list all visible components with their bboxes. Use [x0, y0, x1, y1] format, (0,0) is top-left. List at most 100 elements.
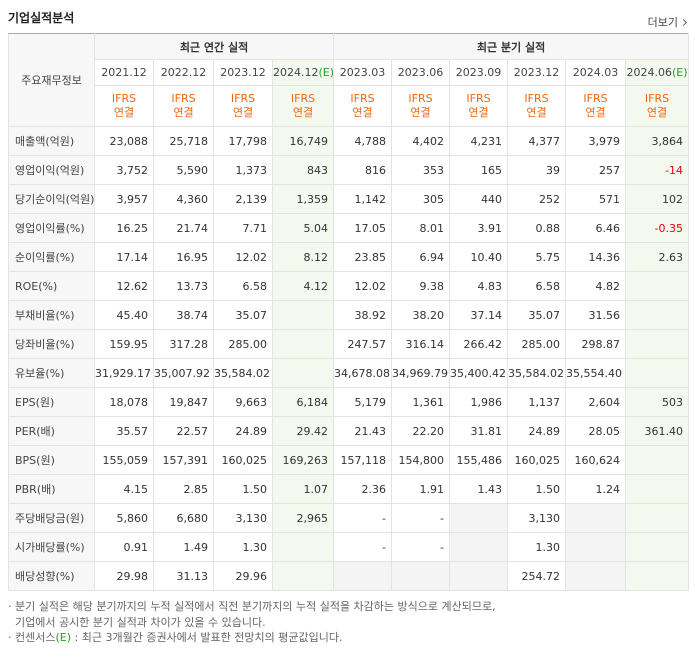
value-cell: 298.87	[565, 329, 627, 359]
empty-cell	[625, 561, 690, 591]
row-label: 매출액(억원)	[8, 126, 95, 156]
value-cell: 35,584.02	[507, 358, 567, 388]
value-cell: 257	[565, 155, 627, 185]
row-label: 당기순이익(억원)	[8, 184, 95, 214]
row-label: PBR(배)	[8, 474, 95, 504]
data-row: 시가배당률(%) 0.91 1.49 1.30- -1.30	[8, 532, 690, 562]
value-cell: 159.95	[94, 329, 154, 359]
value-cell: 38.74	[153, 300, 214, 330]
row-label: PER(배)	[8, 416, 95, 446]
value-cell: 37.14	[449, 300, 509, 330]
value-cell: 21.43	[333, 416, 393, 446]
column-standard: IFRS 연결	[333, 85, 393, 127]
standard: IFRS	[466, 92, 491, 105]
data-row: 순이익률(%) 17.14 16.95 12.02 8.12 23.85 6.94 10.40…	[8, 242, 690, 272]
date: 2024.12	[273, 66, 319, 79]
column-date: 2023.12	[507, 59, 567, 86]
value-cell: 8.01	[391, 213, 451, 243]
empty-cell	[625, 503, 690, 533]
empty-cell	[625, 474, 690, 504]
value-cell: 14.36	[565, 242, 627, 272]
empty-cell	[271, 358, 335, 388]
value-cell: 440	[449, 184, 509, 214]
value-cell: 316.14	[391, 329, 451, 359]
note-text: · 컨센서스	[8, 631, 56, 644]
column-date: 2024.12(E)	[271, 59, 335, 86]
value-cell: 160,025	[213, 445, 273, 475]
estimate-mark: (E)	[672, 66, 688, 79]
value-cell: 6.94	[391, 242, 451, 272]
value-cell: 102	[625, 184, 690, 214]
value-cell: 12.62	[94, 271, 154, 301]
standard: IFRS	[350, 92, 375, 105]
data-row: 배당성향(%) 29.98 31.13 29.96 254.72	[8, 561, 690, 591]
row-label: 부채비율(%)	[8, 300, 95, 330]
value-cell: 843	[271, 155, 335, 185]
data-row: 주당배당금(원) 5,860 6,680 3,130 2,965- -3,130	[8, 503, 690, 533]
value-cell: 1.49	[153, 532, 214, 562]
more-link[interactable]: 더보기	[648, 14, 686, 30]
value-cell: 160,025	[507, 445, 567, 475]
standard: IFRS	[408, 92, 433, 105]
value-cell: 45.40	[94, 300, 154, 330]
value-cell: 1,142	[333, 184, 393, 214]
value-cell: 252	[507, 184, 567, 214]
basis: 연결	[526, 106, 547, 119]
data-row: BPS(원) 155,059 157,391 160,025 169,263 157,11…	[8, 445, 690, 475]
row-label: EPS(원)	[8, 387, 95, 417]
value-cell: 285.00	[213, 329, 273, 359]
value-cell: 31.81	[449, 416, 509, 446]
value-cell: 6.58	[507, 271, 567, 301]
empty-cell	[625, 329, 690, 359]
value-cell: 16.95	[153, 242, 214, 272]
value-cell: 34,678.08	[333, 358, 393, 388]
value-cell: 165	[449, 155, 509, 185]
row-label: 배당성향(%)	[8, 561, 95, 591]
basis: 연결	[468, 106, 489, 119]
column-date: 2023.06	[391, 59, 451, 86]
row-label: 영업이익률(%)	[8, 213, 95, 243]
empty-cell	[271, 532, 335, 562]
value-cell: 254.72	[507, 561, 567, 591]
value-cell: 25,718	[153, 126, 214, 156]
value-cell: 6,680	[153, 503, 214, 533]
value-cell: -	[333, 503, 393, 533]
value-cell: 2.36	[333, 474, 393, 504]
data-row: 영업이익(억원) 3,752 5,590 1,373 843 816 353 165 39 257…	[8, 155, 690, 185]
value-cell: 0.91	[94, 532, 154, 562]
value-cell: 17.05	[333, 213, 393, 243]
value-cell: 5.04	[271, 213, 335, 243]
value-cell: 1.50	[507, 474, 567, 504]
column-standard: IFRS 연결	[449, 85, 509, 127]
basis: 연결	[352, 106, 373, 119]
value-cell: 157,391	[153, 445, 214, 475]
standard: IFRS	[230, 92, 256, 105]
value-cell: 35.57	[94, 416, 154, 446]
row-label: BPS(원)	[8, 445, 95, 475]
header-row: 주요재무정보 최근 연간 실적 최근 분기 실적	[8, 33, 690, 127]
value-cell: 0.88	[507, 213, 567, 243]
row-label: 당좌비율(%)	[8, 329, 95, 359]
estimate-mark: (E)	[318, 66, 334, 79]
value-cell: 3,979	[565, 126, 627, 156]
column-date: 2023.12	[213, 59, 273, 86]
value-cell: -	[333, 532, 393, 562]
empty-cell	[271, 329, 335, 359]
empty-cell	[271, 300, 335, 330]
value-cell: 1.50	[213, 474, 273, 504]
value-cell: 157,118	[333, 445, 393, 475]
value-cell: 247.57	[333, 329, 393, 359]
value-cell: 22.57	[153, 416, 214, 446]
financial-table: 주요재무정보 최근 연간 실적 최근 분기 실적 2021.12 2022.12 2023…	[8, 33, 690, 591]
data-row: PER(배) 35.57 22.57 24.89 29.42 21.43 22.20 31.8…	[8, 416, 690, 446]
value-cell: 6.46	[565, 213, 627, 243]
value-cell: 3,864	[625, 126, 690, 156]
empty-cell	[625, 271, 690, 301]
note-line: 기업에서 공시한 분기 실적과 차이가 있을 수 있습니다.	[8, 615, 496, 631]
column-standard: IFRS 연결	[153, 85, 214, 127]
value-cell: 24.89	[213, 416, 273, 446]
notes: · 분기 실적은 해당 분기까지의 누적 실적에서 직전 분기까지의 누적 실적…	[8, 599, 496, 646]
data-row: 매출액(억원) 23,088 25,718 17,798 16,749 4,788 4,40…	[8, 126, 690, 156]
value-cell: 6.58	[213, 271, 273, 301]
value-cell: 17.14	[94, 242, 154, 272]
